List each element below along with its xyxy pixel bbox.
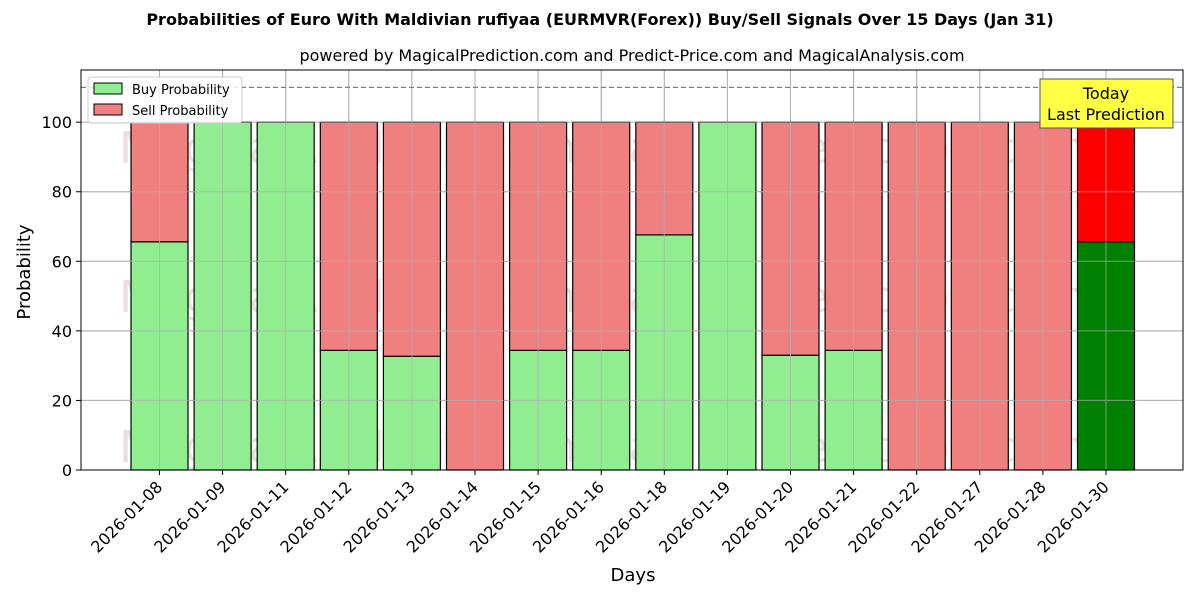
chart-title: Probabilities of Euro With Maldivian ruf… [146,10,1054,29]
legend-label-sell: Sell Probability [132,104,229,119]
svg-text:100: 100 [41,113,72,132]
bars-layer [81,70,1183,471]
legend: Buy Probability Sell Probability [87,76,243,124]
annotation-line1: Today [1082,84,1129,103]
svg-text:0: 0 [62,461,72,480]
plot-frame [80,69,1184,471]
y-axis-ticks: 0 20 40 60 80 100 [41,113,81,480]
legend-swatch-buy [93,82,123,95]
svg-text:80: 80 [52,183,72,202]
legend-label-buy: Buy Probability [132,83,230,98]
today-annotation: Today Last Prediction [1039,78,1174,129]
svg-text:20: 20 [52,391,72,410]
svg-text:60: 60 [52,252,72,271]
chart-subtitle: powered by MagicalPrediction.com and Pre… [299,46,965,65]
x-axis-ticks: 2026-01-082026-01-092026-01-112026-01-12… [87,470,1113,557]
annotation-line2: Last Prediction [1047,105,1165,124]
svg-text:40: 40 [52,322,72,341]
x-axis-label: Days [611,565,656,586]
legend-swatch-sell [93,103,123,116]
y-axis-label: Probability [14,224,35,319]
